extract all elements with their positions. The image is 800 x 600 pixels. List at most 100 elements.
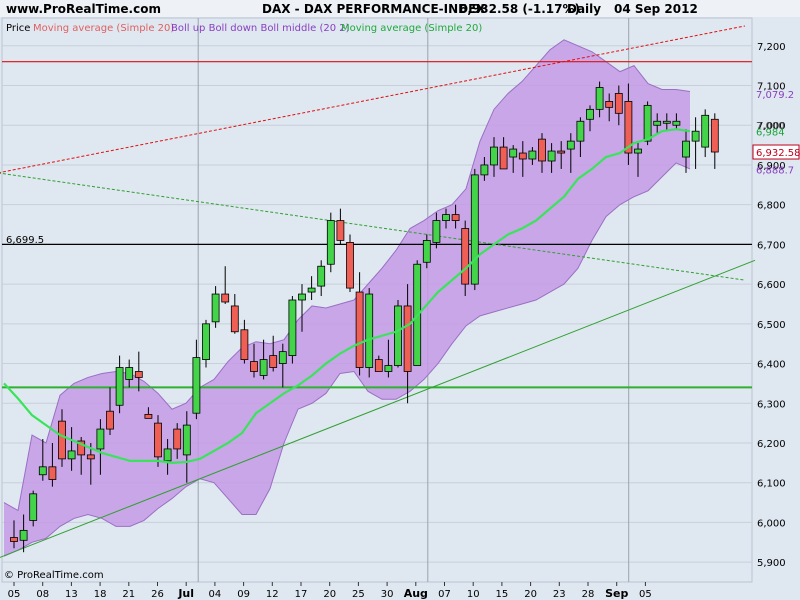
y-tick-label: 6,100 — [757, 479, 786, 490]
quote-change: 6,932.58 (-1.17%) — [459, 2, 580, 16]
candle-body — [586, 108, 594, 120]
instrument-title: DAX - DAX PERFORMANCE-INDEX — [262, 2, 486, 16]
candle-body — [509, 148, 518, 158]
candle-down — [624, 83, 633, 165]
candle-body — [374, 359, 383, 372]
candle-body — [240, 329, 249, 360]
price-tag: 6,888.7 — [756, 165, 794, 176]
candle-down — [154, 415, 162, 467]
candle-body — [67, 450, 76, 460]
candle-body — [58, 420, 66, 460]
candle-body — [490, 146, 498, 166]
x-tick-label: 17 — [295, 589, 308, 600]
candle-up — [288, 296, 297, 364]
downtrend-line — [0, 172, 746, 281]
candle-up — [298, 284, 306, 332]
y-tick-label: 7,100 — [757, 82, 786, 93]
candle-body — [48, 466, 57, 480]
y-tick-label: 6,800 — [757, 201, 786, 212]
candle-up — [634, 141, 642, 177]
candle-down — [403, 284, 412, 404]
x-tick-label: 08 — [36, 589, 49, 600]
candle-body — [614, 93, 623, 114]
candle-down — [346, 234, 354, 293]
candle-down — [518, 141, 527, 177]
x-tick-label: 13 — [65, 589, 78, 600]
candle-up — [67, 427, 76, 471]
key-level-label: 6,699.5 — [6, 235, 44, 246]
candle-body — [538, 138, 546, 162]
site-label[interactable]: www.ProRealTime.com — [6, 2, 161, 16]
candle-up — [662, 113, 671, 132]
candle-body — [288, 299, 297, 357]
ma-line — [3, 128, 691, 464]
candle-body — [96, 428, 105, 450]
candle-body — [125, 367, 134, 380]
candle-body — [499, 146, 508, 170]
candle-up — [576, 117, 585, 158]
candle-body — [269, 355, 278, 368]
x-tick-label: 21 — [122, 589, 135, 600]
candle-down — [557, 141, 566, 169]
candle-down — [499, 137, 508, 170]
candle-down — [374, 355, 383, 372]
candle-down — [451, 204, 460, 229]
candle-down — [48, 442, 57, 487]
x-tick-label: 12 — [266, 589, 279, 600]
candle-down — [461, 220, 470, 297]
legend: Price Moving average (Simple 20) Boll up… — [6, 23, 482, 34]
candle-body — [422, 240, 431, 263]
candle-body — [365, 293, 374, 368]
candle-body — [701, 114, 710, 148]
candle-body — [547, 150, 556, 162]
candle-down — [240, 319, 249, 364]
candle-body — [29, 493, 38, 521]
y-tick-label: 7,200 — [757, 42, 786, 53]
x-tick-label: 26 — [151, 589, 164, 600]
candle-body — [470, 174, 479, 285]
x-tick-label: 09 — [237, 589, 250, 600]
candle-up — [38, 439, 47, 481]
candle-body — [86, 454, 95, 460]
x-tick-label: 07 — [438, 589, 451, 600]
candle-body — [19, 529, 28, 541]
candle-up — [96, 419, 105, 475]
price-tag: 7,079.2 — [756, 90, 794, 101]
candle-body — [298, 293, 306, 301]
y-tick-label: 6,200 — [757, 439, 786, 450]
candle-down — [106, 387, 114, 436]
candle-body — [221, 293, 230, 303]
y-tick-label: 5,900 — [757, 558, 786, 569]
candle-body — [710, 118, 719, 153]
band-lower — [3, 162, 691, 557]
candle-body — [682, 140, 690, 158]
candle-up — [307, 276, 316, 300]
candle-up — [384, 339, 393, 378]
candle-down — [250, 343, 258, 378]
candle-up — [211, 286, 220, 328]
y-tick-label: 6,900 — [757, 161, 786, 172]
y-tick-label: 6,700 — [757, 240, 786, 251]
x-tick-label: 30 — [381, 589, 394, 600]
candle-down — [173, 423, 182, 459]
candle-up — [442, 208, 450, 229]
x-tick-label: 05 — [639, 589, 652, 600]
y-tick-label: 6,500 — [757, 320, 786, 331]
x-tick-label: 10 — [467, 589, 480, 600]
candle-body — [134, 371, 143, 378]
y-tick-label: 6,400 — [757, 360, 786, 371]
candle-up — [470, 168, 479, 291]
candle-down — [710, 113, 719, 169]
candle-body — [10, 537, 18, 542]
candle-up — [701, 109, 710, 158]
candle-body — [624, 101, 633, 154]
candle-down — [336, 208, 345, 245]
candle-up — [566, 133, 575, 173]
candle-body — [77, 440, 86, 456]
candle-body — [163, 448, 172, 462]
moving-average — [3, 128, 691, 464]
legend-bollinger: Boll up Boll down Boll middle (20 2) — [171, 23, 350, 34]
candle-up — [586, 105, 594, 132]
candle-body — [106, 410, 114, 430]
